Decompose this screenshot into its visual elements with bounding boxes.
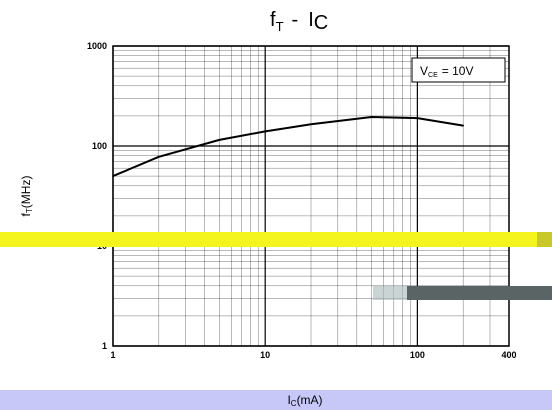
data-point [462, 124, 464, 127]
data-point [218, 139, 221, 141]
x-tick-label: 100 [410, 350, 425, 360]
data-point [416, 117, 419, 119]
x-axis-label-band [0, 390, 552, 410]
tick-labels: 1101004001101001000 [87, 41, 517, 360]
grid [112, 45, 510, 347]
x-tick-label: 1 [110, 350, 115, 360]
title-second: I [308, 9, 314, 31]
data-point [310, 123, 312, 126]
highlight-band [0, 232, 552, 247]
x-axis-label: IC(mA) [287, 393, 322, 408]
title-second-subscript: C [314, 12, 328, 34]
x-tick-label: 400 [501, 350, 516, 360]
y-tick-label: 1 [102, 341, 107, 351]
y-axis-label-main: f [19, 212, 33, 216]
y-axis-label: fT(MHz) [19, 176, 34, 217]
annotation-main: V [420, 64, 428, 78]
title-main-subscript: T [276, 19, 284, 34]
y-tick-label: 1000 [87, 41, 107, 51]
annotation-box: VCE = 10V [411, 57, 506, 83]
y-axis-label-unit: (MHz) [19, 176, 33, 209]
gray-bar-light [373, 286, 407, 300]
x-axis-label-main: I [287, 393, 290, 407]
data-point [158, 155, 160, 158]
annotation-text: VCE = 10V [420, 64, 473, 79]
y-axis-label-subscript: T [25, 208, 34, 213]
title-separator: - [292, 9, 299, 31]
y-tick-label: 100 [92, 141, 107, 151]
annotation-subscript: CE [428, 72, 438, 79]
highlight-band-edge [537, 232, 552, 247]
series-line [112, 116, 464, 178]
data-point [264, 130, 266, 133]
x-tick-label: 10 [260, 350, 270, 360]
x-axis-label-subscript: C [291, 399, 297, 408]
chart-title: fT - IC [270, 9, 328, 34]
series-group [112, 116, 464, 178]
data-point [370, 116, 373, 118]
gray-bar [407, 286, 552, 300]
x-axis-label-unit: (mA) [297, 393, 323, 407]
plot-frame [112, 45, 510, 347]
title-main: f [270, 9, 276, 31]
annotation-value: = 10V [442, 64, 474, 78]
